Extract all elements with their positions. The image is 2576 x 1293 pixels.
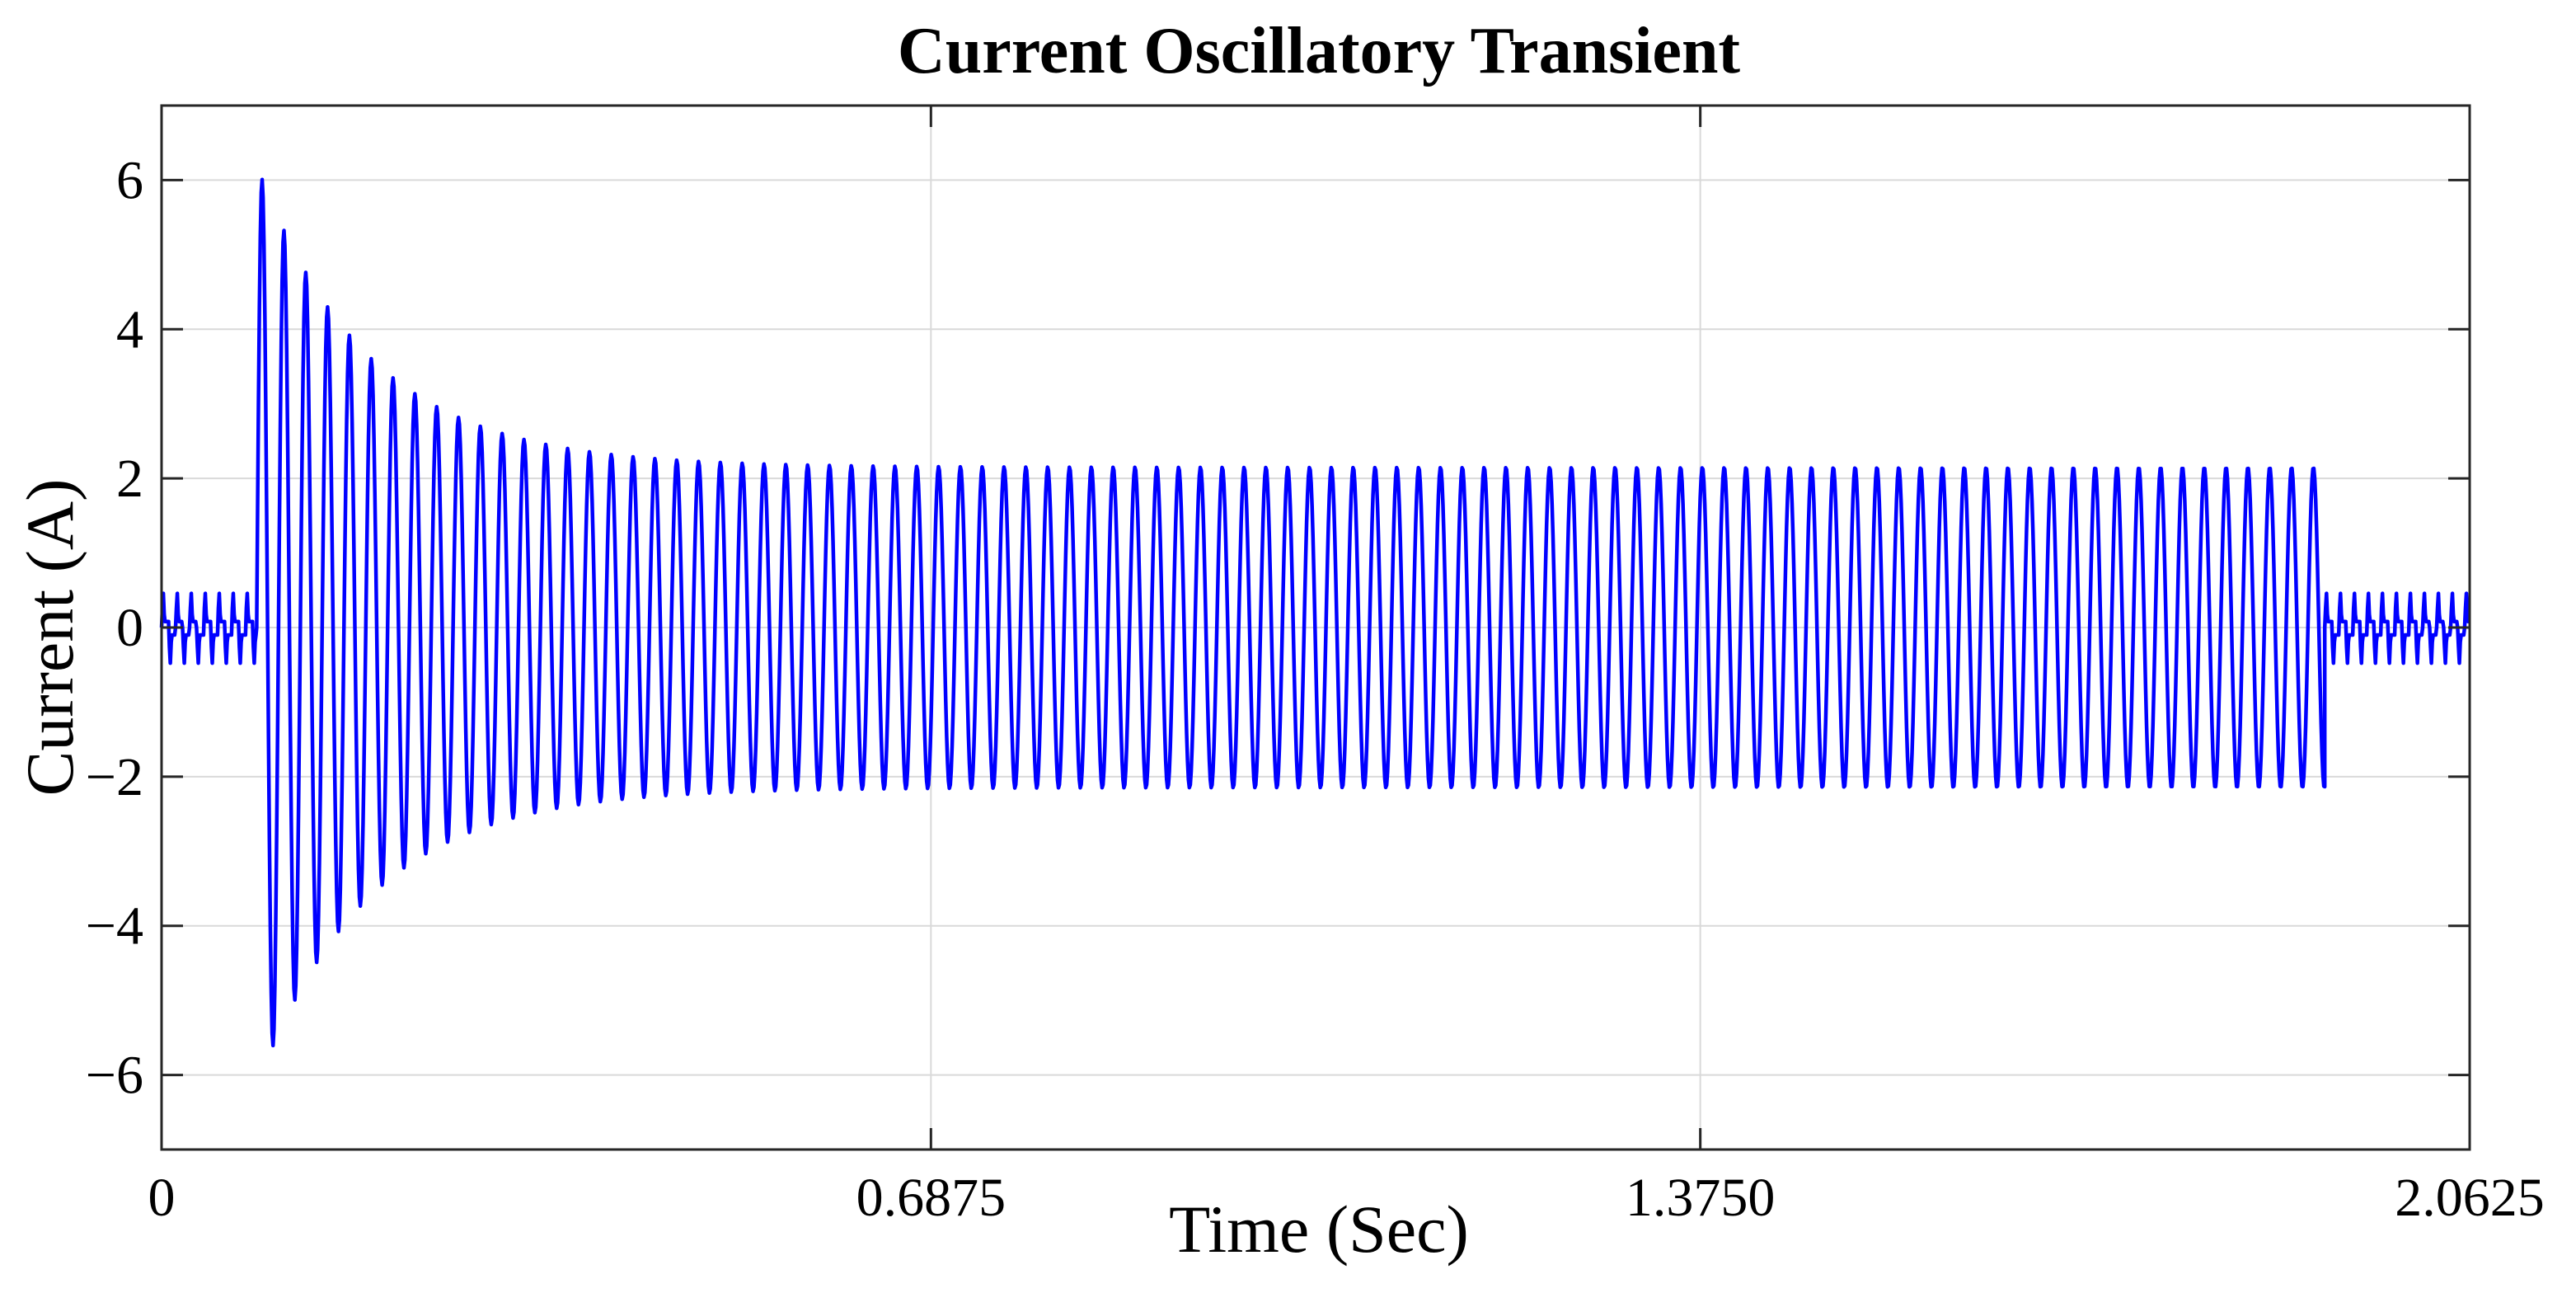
key-data-point <box>2341 699 2346 704</box>
key-data-point <box>306 319 311 324</box>
series-layer <box>159 162 2470 1088</box>
y-tick-label: −4 <box>86 896 143 957</box>
tick-labels: −6 −4 −2 0 2 4 6 0 0.6875 1.3750 2.0625 <box>86 150 2545 1228</box>
x-tick-label: 2.0625 <box>2395 1168 2545 1228</box>
y-tick-label: 6 <box>116 150 143 210</box>
current-series-line <box>159 177 2470 1048</box>
y-axis-label: Current (A) <box>12 479 87 797</box>
x-tick-label: 1.3750 <box>1626 1168 1776 1228</box>
key-data-point <box>2319 785 2324 790</box>
key-data-point <box>262 162 267 167</box>
key-data-point <box>2330 584 2335 589</box>
y-tick-label: 0 <box>116 598 143 658</box>
axis-ticks <box>160 106 2471 1150</box>
y-tick-label: 2 <box>116 449 143 509</box>
key-data-point <box>316 927 321 932</box>
x-tick-label: 0 <box>148 1168 176 1228</box>
chart-title: Current Oscillatory Transient <box>898 15 1741 87</box>
key-data-point <box>2308 465 2313 470</box>
key-data-point <box>284 282 289 287</box>
y-tick-label: 4 <box>116 299 143 360</box>
key-data-point <box>272 1084 277 1088</box>
y-tick-label: −6 <box>86 1046 143 1106</box>
key-data-point <box>293 980 298 985</box>
x-axis-label: Time (Sec) <box>1169 1192 1469 1267</box>
y-tick-label: −2 <box>86 747 143 807</box>
x-tick-label: 0.6875 <box>856 1168 1006 1228</box>
